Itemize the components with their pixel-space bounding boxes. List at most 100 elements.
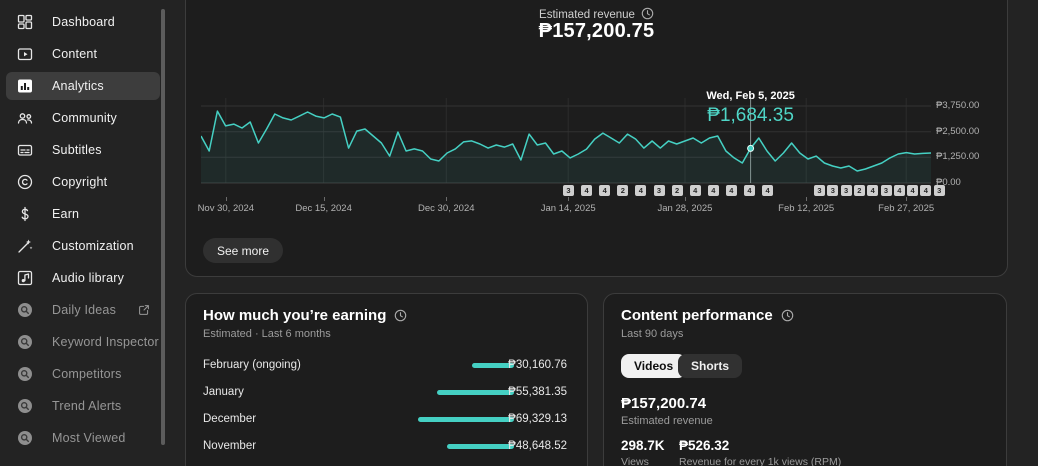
vidiq-icon: [16, 301, 34, 319]
sidebar-item-daily-ideas[interactable]: Daily Ideas: [6, 296, 160, 324]
videos-published-marker[interactable]: 2: [617, 185, 629, 196]
earning-bar[interactable]: [418, 417, 514, 422]
subtitles-icon: [16, 141, 34, 159]
views-label: Views: [621, 456, 649, 466]
x-axis-label: Nov 30, 2024: [197, 203, 255, 214]
videos-published-marker[interactable]: 4: [599, 185, 611, 196]
x-axis-tick: [806, 197, 808, 201]
videos-published-marker[interactable]: 2: [853, 185, 865, 196]
metric-value: ₱157,200.75: [538, 20, 655, 42]
earning-month-label: November: [203, 440, 257, 452]
performance-card-title: Content performance: [621, 307, 794, 324]
y-axis-label: ₱1,250.00: [936, 151, 980, 163]
videos-published-marker[interactable]: 4: [867, 185, 879, 196]
sidebar-item-content[interactable]: Content: [6, 40, 160, 68]
y-axis-label: ₱2,500.00: [936, 125, 980, 137]
community-icon: [16, 109, 34, 127]
x-axis-tick: [568, 197, 570, 201]
clock-icon: [641, 7, 654, 20]
sidebar-scrollbar[interactable]: [161, 9, 165, 445]
analytics-icon: [16, 77, 34, 95]
videos-published-marker[interactable]: 4: [581, 185, 593, 196]
x-axis-label: Jan 14, 2025: [540, 203, 596, 214]
videos-published-marker[interactable]: 3: [880, 185, 892, 196]
sidebar-item-earn[interactable]: Earn: [6, 200, 160, 228]
sidebar-item-label: Trend Alerts: [52, 399, 122, 413]
videos-published-marker[interactable]: 3: [814, 185, 825, 196]
videos-published-marker[interactable]: 4: [635, 185, 647, 196]
videos-published-marker[interactable]: 3: [563, 185, 574, 196]
sidebar-item-audio-library[interactable]: Audio library: [6, 264, 160, 292]
see-more-button[interactable]: See more: [203, 238, 284, 263]
sidebar-item-most-viewed[interactable]: Most Viewed: [6, 424, 160, 452]
views-value: 298.7K: [621, 438, 665, 453]
sidebar-item-community[interactable]: Community: [6, 104, 160, 132]
sidebar: Dashboard Content Analytics Community Subtit…: [0, 0, 167, 466]
x-axis-label: Dec 15, 2024: [295, 203, 352, 214]
sidebar-item-customization[interactable]: Customization: [6, 232, 160, 260]
sidebar-item-label: Earn: [52, 207, 80, 221]
videos-published-marker[interactable]: 4: [707, 185, 719, 196]
performance-card-subtitle: Last 90 days: [621, 328, 684, 340]
videos-published-marker[interactable]: 2: [671, 185, 683, 196]
x-axis-label: Feb 27, 2025: [878, 203, 935, 214]
vidiq-icon: [16, 365, 34, 383]
copyright-icon: [16, 173, 34, 191]
x-axis-tick: [906, 197, 908, 201]
videos-published-marker[interactable]: 4: [725, 185, 737, 196]
videos-published-marker[interactable]: 4: [689, 185, 701, 196]
y-axis-label: ₱3,750.00: [936, 100, 980, 111]
videos-published-marker[interactable]: 4: [762, 185, 774, 196]
sidebar-item-label: Dashboard: [52, 15, 115, 29]
earning-bar[interactable]: [437, 390, 514, 395]
estimated-revenue-card: Estimated revenue ₱157,200.75 ₱3,750.00 ₱…: [185, 0, 1008, 277]
sidebar-item-label: Keyword Inspector: [52, 335, 159, 349]
tab-videos[interactable]: Videos: [621, 354, 687, 378]
earning-bar[interactable]: [446, 444, 514, 449]
earning-row: November ₱48,648.52: [203, 433, 567, 460]
sidebar-item-label: Content: [52, 47, 98, 61]
sidebar-item-label: Most Viewed: [52, 431, 126, 445]
sidebar-item-keyword-inspector[interactable]: Keyword Inspector: [6, 328, 160, 356]
videos-published-marker[interactable]: 4: [920, 185, 932, 196]
x-axis-tick: [684, 197, 686, 201]
videos-published-marker[interactable]: 3: [933, 185, 945, 196]
performance-revenue-label: Estimated revenue: [621, 415, 713, 427]
sidebar-item-analytics[interactable]: Analytics: [6, 72, 160, 100]
metric-label: Estimated revenue: [539, 9, 635, 21]
sidebar-item-subtitles[interactable]: Subtitles: [6, 136, 160, 164]
vidiq-icon: [16, 397, 34, 415]
y-axis-label: ₱0.00: [936, 177, 961, 188]
x-axis-tick: [225, 197, 227, 201]
metric-header: Estimated revenue: [186, 7, 1007, 21]
sidebar-item-label: Community: [52, 111, 118, 125]
videos-published-marker[interactable]: 3: [840, 185, 852, 196]
earning-value: ₱48,648.52: [508, 440, 567, 452]
earning-row: December ₱69,329.13: [203, 406, 567, 433]
tab-shorts[interactable]: Shorts: [678, 354, 743, 378]
sidebar-item-label: Audio library: [52, 271, 125, 285]
videos-published-marker[interactable]: 3: [827, 185, 839, 196]
videos-published-marker[interactable]: 4: [893, 185, 905, 196]
earning-value: ₱55,381.35: [508, 386, 567, 398]
earning-bar[interactable]: [472, 363, 514, 368]
sidebar-item-trend-alerts[interactable]: Trend Alerts: [6, 392, 160, 420]
sidebar-item-copyright[interactable]: Copyright: [6, 168, 160, 196]
performance-revenue-value: ₱157,200.74: [621, 395, 707, 412]
sidebar-item-competitors[interactable]: Competitors: [6, 360, 160, 388]
vidiq-icon: [16, 429, 34, 447]
x-axis-label: Dec 30, 2024: [418, 203, 475, 214]
revenue-line-chart[interactable]: [200, 96, 932, 184]
videos-published-marker[interactable]: 3: [653, 185, 665, 196]
audio-library-icon: [16, 269, 34, 287]
x-axis-label: Feb 12, 2025: [778, 203, 835, 214]
monthly-earnings-list: February (ongoing) ₱30,160.76 January ₱55,3…: [203, 352, 567, 460]
videos-published-marker[interactable]: 4: [744, 185, 755, 196]
performance-title-text: Content performance: [621, 307, 773, 324]
sidebar-item-dashboard[interactable]: Dashboard: [6, 8, 160, 36]
videos-published-marker[interactable]: 4: [907, 185, 919, 196]
earnings-card-subtitle: Estimated · Last 6 months: [203, 328, 331, 340]
earnings-card-title: How much you’re earning: [203, 307, 407, 324]
sidebar-item-label: Daily Ideas: [52, 303, 117, 317]
